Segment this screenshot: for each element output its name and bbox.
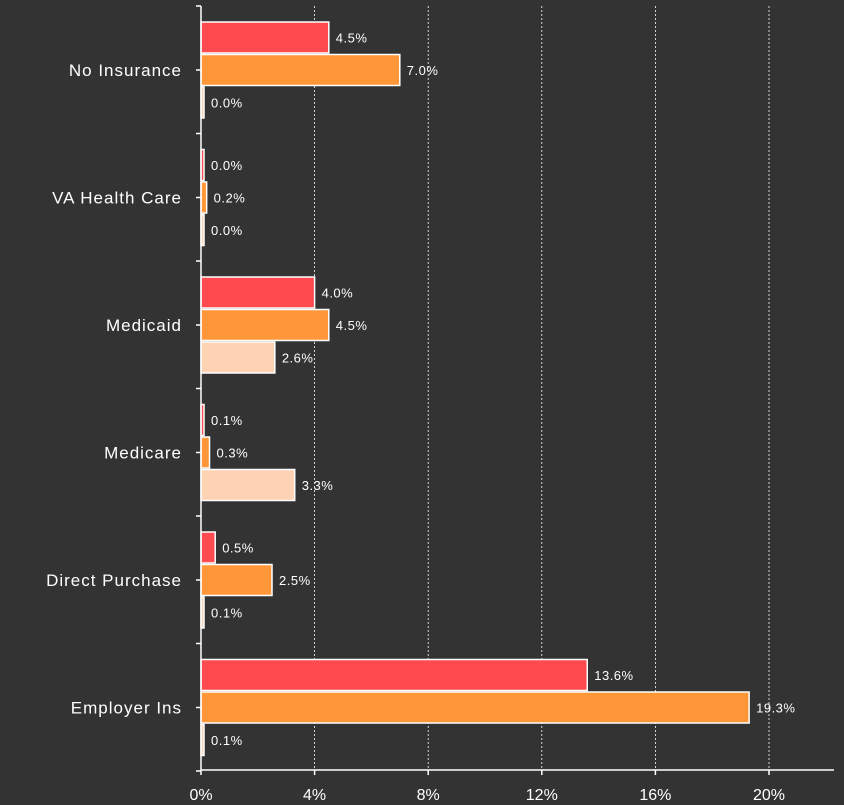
- value-label: 0.1%: [211, 606, 243, 621]
- bar: [200, 308, 330, 342]
- value-label: 4.5%: [336, 31, 368, 46]
- bar: [200, 21, 330, 54]
- category-labels: No Insurance VA Health Care Medicaid Medica…: [46, 61, 182, 718]
- y-tick-marks: [196, 5, 770, 775]
- value-labels: 4.5% 7.0% 0.0% 0.0% 0.2% 0.0% 4.0% 4.5% 2.6% 0.1%…: [211, 31, 795, 749]
- value-label: 0.0%: [211, 158, 243, 173]
- value-label: 0.1%: [211, 413, 243, 428]
- category-label: VA Health Care: [52, 189, 182, 208]
- value-label: 13.6%: [594, 668, 633, 683]
- x-tick-labels: 0% 4% 8% 12% 16% 20%: [189, 787, 785, 804]
- bar: [200, 276, 316, 309]
- category-label: Medicaid: [106, 316, 182, 335]
- value-label: 7.0%: [407, 63, 439, 78]
- bar: [200, 468, 296, 502]
- value-label: 0.0%: [211, 223, 243, 238]
- x-tick-label: 16%: [639, 787, 671, 804]
- value-label: 0.0%: [211, 96, 243, 111]
- value-label: 4.5%: [336, 318, 368, 333]
- value-label: 3.3%: [302, 478, 334, 493]
- bar: [200, 436, 211, 469]
- bar: [200, 53, 401, 87]
- category-label: Direct Purchase: [46, 571, 182, 590]
- category-label: Medicare: [104, 444, 182, 463]
- bar: [200, 341, 276, 374]
- x-tick-label: 8%: [417, 787, 440, 804]
- value-label: 4.0%: [322, 286, 354, 301]
- value-label: 0.1%: [211, 733, 243, 748]
- value-label: 2.5%: [279, 573, 311, 588]
- category-label: Employer Ins: [71, 699, 182, 718]
- x-tick-label: 20%: [753, 787, 785, 804]
- bar: [200, 563, 273, 597]
- value-label: 19.3%: [756, 701, 795, 716]
- x-tick-label: 12%: [526, 787, 558, 804]
- category-label: No Insurance: [69, 61, 182, 80]
- x-tick-label: 4%: [303, 787, 326, 804]
- bar: [200, 531, 216, 564]
- bar: [200, 691, 750, 724]
- gridlines: [314, 6, 770, 770]
- axes: [200, 6, 834, 771]
- value-label: 2.6%: [282, 351, 314, 366]
- value-label: 0.2%: [214, 191, 246, 206]
- value-label: 0.3%: [217, 446, 249, 461]
- bar: [200, 658, 588, 692]
- value-label: 0.5%: [222, 541, 254, 556]
- bars: [200, 21, 750, 757]
- x-tick-label: 0%: [189, 787, 212, 804]
- bar: [200, 181, 208, 214]
